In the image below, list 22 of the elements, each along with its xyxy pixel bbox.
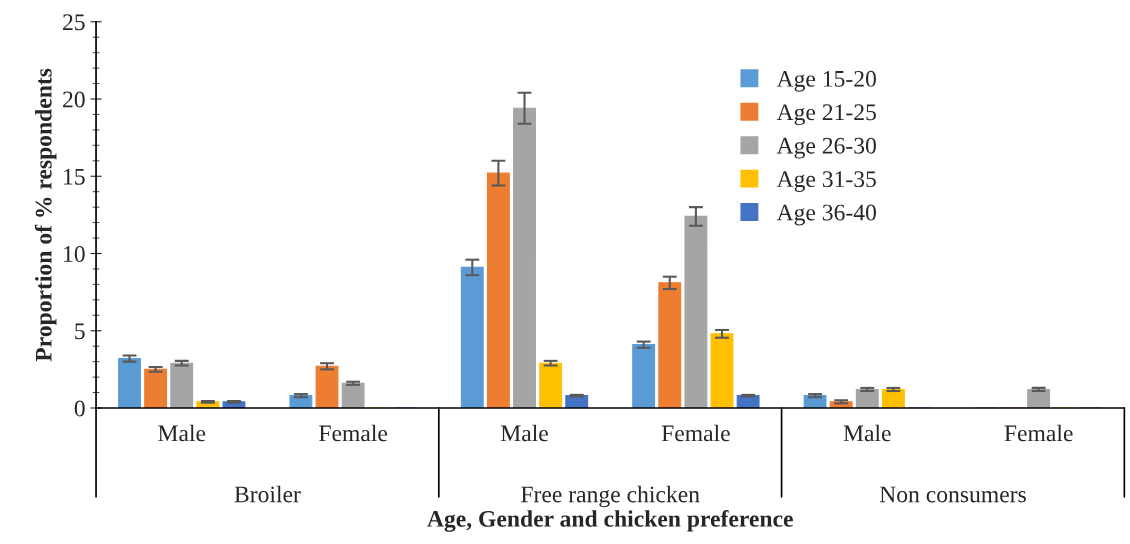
text: Broiler <box>234 485 301 503</box>
y-tick-label: 25 <box>63 14 85 31</box>
legend-label: Age 26-30 <box>776 137 876 159</box>
y-tick-label: 15 <box>64 168 85 185</box>
x-tick-label: Male <box>843 424 891 442</box>
text: Non consumers <box>879 486 1026 503</box>
x-tick-label: Male <box>158 424 206 442</box>
text: Free range chicken <box>521 485 700 508</box>
legend-label: Age 36-40 <box>776 204 876 226</box>
x-tick-label: Female <box>319 424 388 442</box>
y-axis-title: Proportion of % respondents <box>34 68 57 362</box>
y-tick-label: 10 <box>64 245 85 262</box>
x-axis-title: Age, Gender and chicken preference <box>427 509 793 532</box>
y-tick-label: 0 <box>74 400 85 417</box>
x-tick-label: Female <box>1004 424 1073 442</box>
legend-label: Age 31-35 <box>776 171 876 192</box>
x-tick-label: Male <box>500 424 548 442</box>
legend-label: Age 15-20 <box>776 70 876 92</box>
y-tick-label: 20 <box>63 91 85 108</box>
legend-label: Age 21-25 <box>776 104 876 126</box>
y-tick-label: 5 <box>75 323 85 340</box>
x-tick-label: Female <box>661 424 730 442</box>
